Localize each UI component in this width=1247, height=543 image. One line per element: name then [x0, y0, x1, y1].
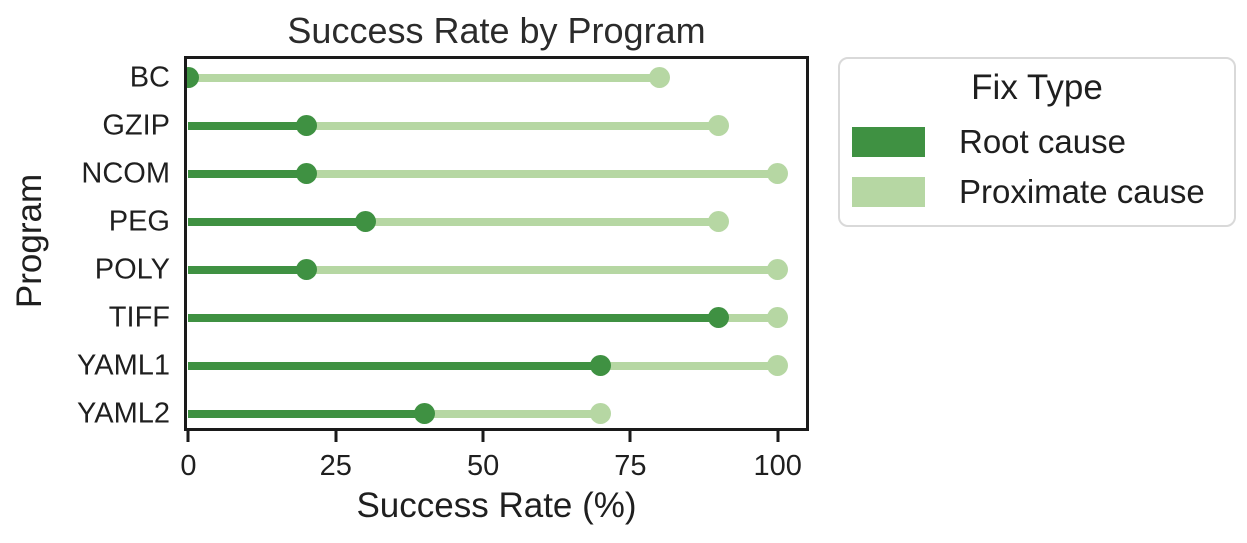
legend-swatch-root-cause — [852, 127, 925, 157]
y-tick-label-yaml1: YAML1 — [77, 349, 170, 382]
segment-root-yaml2 — [188, 409, 425, 418]
dot-proximate-poly — [767, 259, 789, 281]
segment-root-tiff — [188, 313, 719, 322]
dot-root-ncom — [295, 163, 317, 185]
chart-title: Success Rate by Program — [287, 10, 706, 51]
dot-proximate-tiff — [767, 307, 789, 329]
segment-proximate-poly — [306, 265, 778, 274]
dot-proximate-peg — [708, 211, 730, 233]
legend-entry-root-cause: Root cause — [840, 123, 1234, 160]
dot-root-yaml1 — [590, 355, 612, 377]
x-tick-label-25: 25 — [319, 450, 352, 482]
dot-proximate-yaml1 — [767, 355, 789, 377]
segment-proximate-gzip — [306, 121, 719, 130]
y-tick-label-bc: BC — [129, 61, 170, 93]
x-tick-mark-25 — [334, 428, 338, 442]
dot-proximate-yaml2 — [590, 403, 612, 425]
legend: Fix Type Root cause Proximate cause — [838, 57, 1236, 227]
x-tick-label-75: 75 — [614, 450, 647, 482]
segment-root-poly — [188, 265, 307, 274]
dot-proximate-bc — [649, 67, 671, 88]
y-tick-label-ncom: NCOM — [81, 157, 170, 190]
dot-root-peg — [354, 211, 376, 233]
dot-root-gzip — [295, 115, 317, 137]
x-tick-mark-100 — [776, 428, 780, 442]
segment-root-ncom — [188, 169, 307, 178]
x-tick-label-50: 50 — [466, 450, 500, 482]
y-tick-label-peg: PEG — [108, 205, 170, 238]
x-tick-mark-75 — [628, 428, 632, 442]
legend-title: Fix Type — [971, 68, 1103, 107]
segment-proximate-bc — [188, 73, 660, 82]
dot-root-poly — [295, 259, 317, 281]
y-tick-label-poly: POLY — [94, 253, 170, 286]
dot-root-yaml2 — [413, 403, 435, 425]
segment-proximate-yaml1 — [600, 361, 778, 370]
legend-swatch-proximate-cause — [852, 177, 925, 207]
plot-area — [184, 56, 809, 431]
y-tick-label-tiff: TIFF — [108, 301, 170, 334]
segment-proximate-peg — [365, 217, 719, 226]
y-tick-label-gzip: GZIP — [102, 109, 170, 142]
segment-proximate-tiff — [718, 313, 778, 322]
legend-entry-proximate-cause: Proximate cause — [840, 173, 1234, 210]
dot-proximate-ncom — [767, 163, 789, 185]
x-tick-mark-50 — [481, 428, 485, 442]
legend-label-proximate-cause: Proximate cause — [959, 173, 1205, 210]
dot-proximate-gzip — [708, 115, 730, 137]
y-tick-label-yaml2: YAML2 — [77, 397, 170, 430]
x-tick-mark-0 — [186, 428, 190, 442]
legend-label-root-cause: Root cause — [959, 123, 1126, 160]
dot-root-tiff — [708, 307, 730, 329]
segment-proximate-ncom — [306, 169, 778, 178]
x-tick-label-100: 100 — [753, 450, 802, 482]
x-axis-label: Success Rate (%) — [356, 486, 637, 525]
y-axis-label: Program — [10, 173, 49, 309]
dot-root-bc — [187, 67, 199, 88]
segment-proximate-yaml2 — [424, 409, 601, 418]
segment-root-yaml1 — [188, 361, 601, 370]
segment-root-gzip — [188, 121, 307, 130]
segment-root-peg — [188, 217, 366, 226]
x-tick-label-0: 0 — [180, 450, 197, 482]
